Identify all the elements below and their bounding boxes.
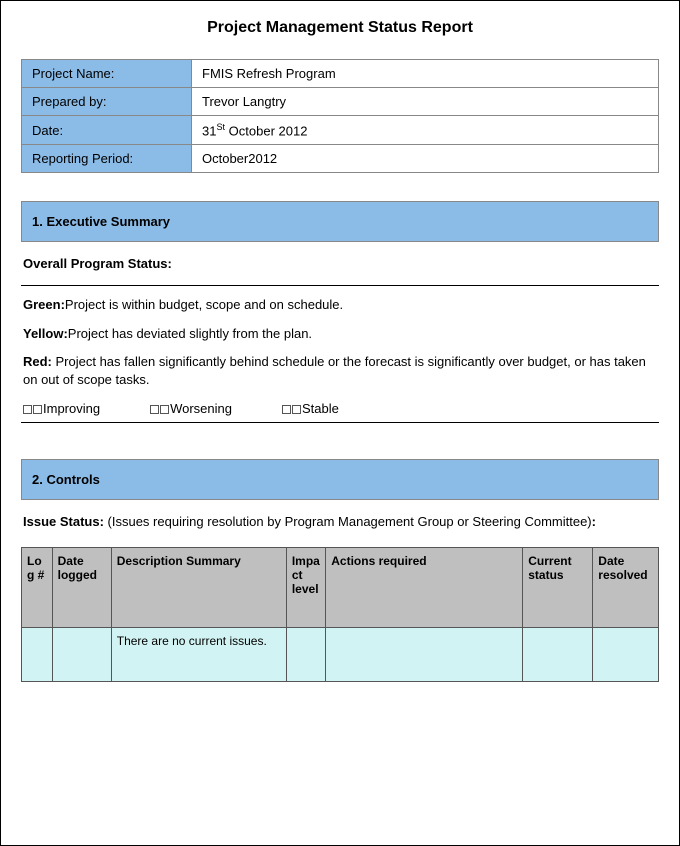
issues-cell: There are no current issues. (111, 628, 286, 682)
issues-column-header: Date resolved (593, 548, 659, 628)
issues-cell (52, 628, 111, 682)
document-page: Project Management Status Report Project… (0, 0, 680, 846)
issues-cell (22, 628, 53, 682)
issues-table: Log #Date loggedDescription SummaryImpac… (21, 547, 659, 682)
issue-status-label: Issue Status: (23, 514, 104, 529)
issues-column-header: Log # (22, 548, 53, 628)
divider (21, 285, 659, 286)
status-definition: Red: Project has fallen significantly be… (23, 353, 657, 389)
info-label: Reporting Period: (22, 145, 192, 173)
issues-column-header: Current status (523, 548, 593, 628)
info-label: Date: (22, 116, 192, 145)
issues-column-header: Description Summary (111, 548, 286, 628)
issues-column-header: Actions required (326, 548, 523, 628)
trend-item: Improving (23, 401, 100, 416)
section-1-header: 1. Executive Summary (21, 201, 659, 242)
info-value: Trevor Langtry (192, 88, 659, 116)
status-definition: Green:Project is within budget, scope an… (23, 296, 657, 314)
issues-cell (523, 628, 593, 682)
issue-status-text: (Issues requiring resolution by Program … (104, 514, 592, 529)
overall-status-heading: Overall Program Status: (23, 256, 657, 271)
info-value: FMIS Refresh Program (192, 60, 659, 88)
info-value: 31St October 2012 (192, 116, 659, 145)
issues-column-header: Impact level (286, 548, 325, 628)
issues-cell (593, 628, 659, 682)
info-value: October2012 (192, 145, 659, 173)
page-title: Project Management Status Report (21, 19, 659, 37)
trend-row: Improving Worsening Stable (23, 401, 657, 416)
status-definitions: Green:Project is within budget, scope an… (21, 296, 659, 389)
trend-item: Worsening (150, 401, 232, 416)
table-row: There are no current issues. (22, 628, 659, 682)
section-2-header: 2. Controls (21, 459, 659, 500)
status-definition: Yellow:Project has deviated slightly fro… (23, 325, 657, 343)
issues-cell (286, 628, 325, 682)
issues-header-row: Log #Date loggedDescription SummaryImpac… (22, 548, 659, 628)
issues-tbody: There are no current issues. (22, 628, 659, 682)
trend-item: Stable (282, 401, 339, 416)
divider (21, 422, 659, 423)
info-label: Prepared by: (22, 88, 192, 116)
info-label: Project Name: (22, 60, 192, 88)
issues-column-header: Date logged (52, 548, 111, 628)
info-tbody: Project Name:FMIS Refresh ProgramPrepare… (22, 60, 659, 173)
project-info-table: Project Name:FMIS Refresh ProgramPrepare… (21, 59, 659, 173)
issues-cell (326, 628, 523, 682)
issue-status-line: Issue Status: (Issues requiring resoluti… (23, 514, 657, 529)
